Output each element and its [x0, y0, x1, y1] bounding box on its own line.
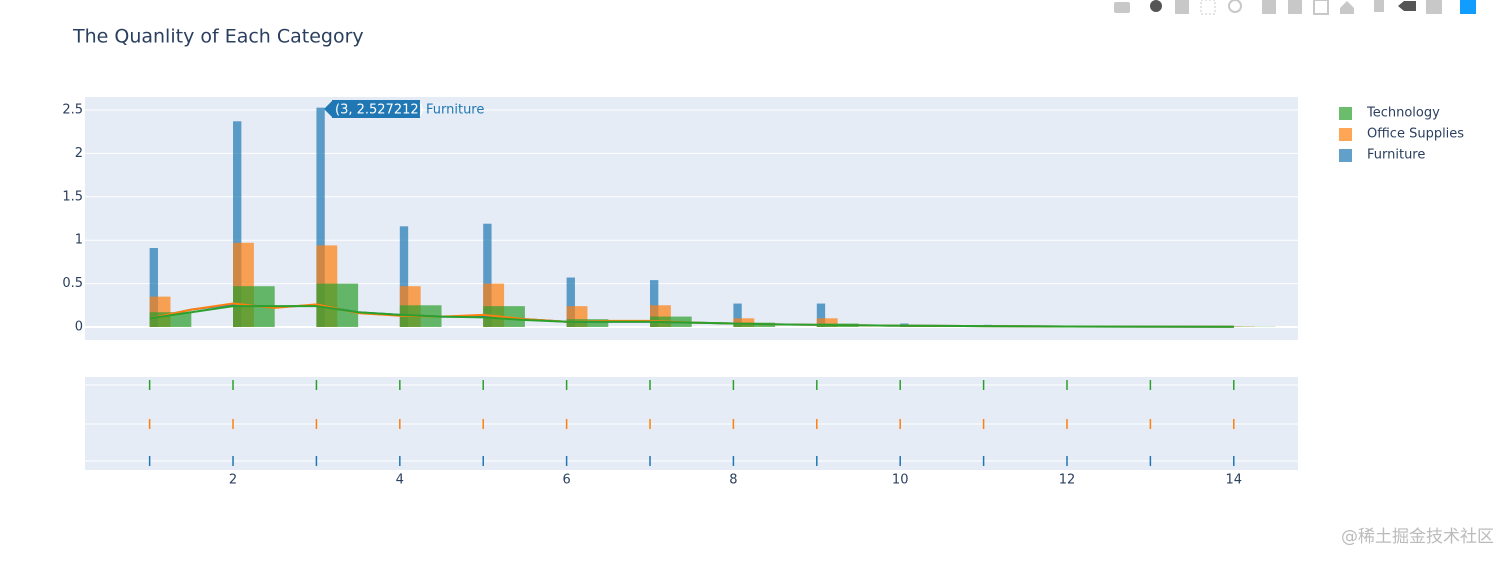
y-tick-label: 2.5	[62, 103, 83, 118]
x-tick-label: 12	[1059, 473, 1076, 488]
toolbar-icon[interactable]	[1150, 0, 1162, 12]
x-tick-label: 4	[396, 473, 404, 488]
y-tick-label: 1	[75, 233, 83, 248]
x-tick-label: 2	[229, 473, 237, 488]
legend-label: Furniture	[1367, 148, 1425, 163]
toolbar-icon[interactable]	[1114, 2, 1130, 13]
toolbar-icon[interactable]	[1262, 0, 1276, 14]
y-tick-label: 0.5	[62, 276, 83, 291]
legend-swatch	[1339, 149, 1352, 162]
y-tick-label: 2	[75, 146, 83, 161]
hover-label: (3, 2.527212) Furniture	[324, 100, 484, 118]
legend-label: Office Supplies	[1367, 127, 1464, 142]
x-tick-label: 8	[729, 473, 737, 488]
hover-series: Furniture	[426, 103, 484, 118]
toolbar-icon[interactable]	[1460, 0, 1476, 14]
toolbar-icon[interactable]	[1175, 0, 1189, 14]
hover-text: (3, 2.527212)	[335, 103, 424, 118]
x-tick-label: 6	[562, 473, 570, 488]
legend-label: Technology	[1366, 106, 1440, 121]
legend-swatch	[1339, 107, 1352, 120]
y-tick-label: 1.5	[62, 189, 83, 204]
chart-title: The Quanlity of Each Category	[72, 26, 364, 48]
toolbar-icon[interactable]	[1288, 0, 1302, 14]
watermark: @稀土掘金技术社区	[1341, 527, 1494, 547]
x-tick-label: 10	[892, 473, 909, 488]
toolbar-icon[interactable]	[1426, 0, 1442, 14]
x-tick-label: 14	[1226, 473, 1243, 488]
y-tick-label: 0	[75, 319, 83, 334]
legend-swatch	[1339, 128, 1352, 141]
toolbar-icon[interactable]	[1374, 0, 1384, 12]
